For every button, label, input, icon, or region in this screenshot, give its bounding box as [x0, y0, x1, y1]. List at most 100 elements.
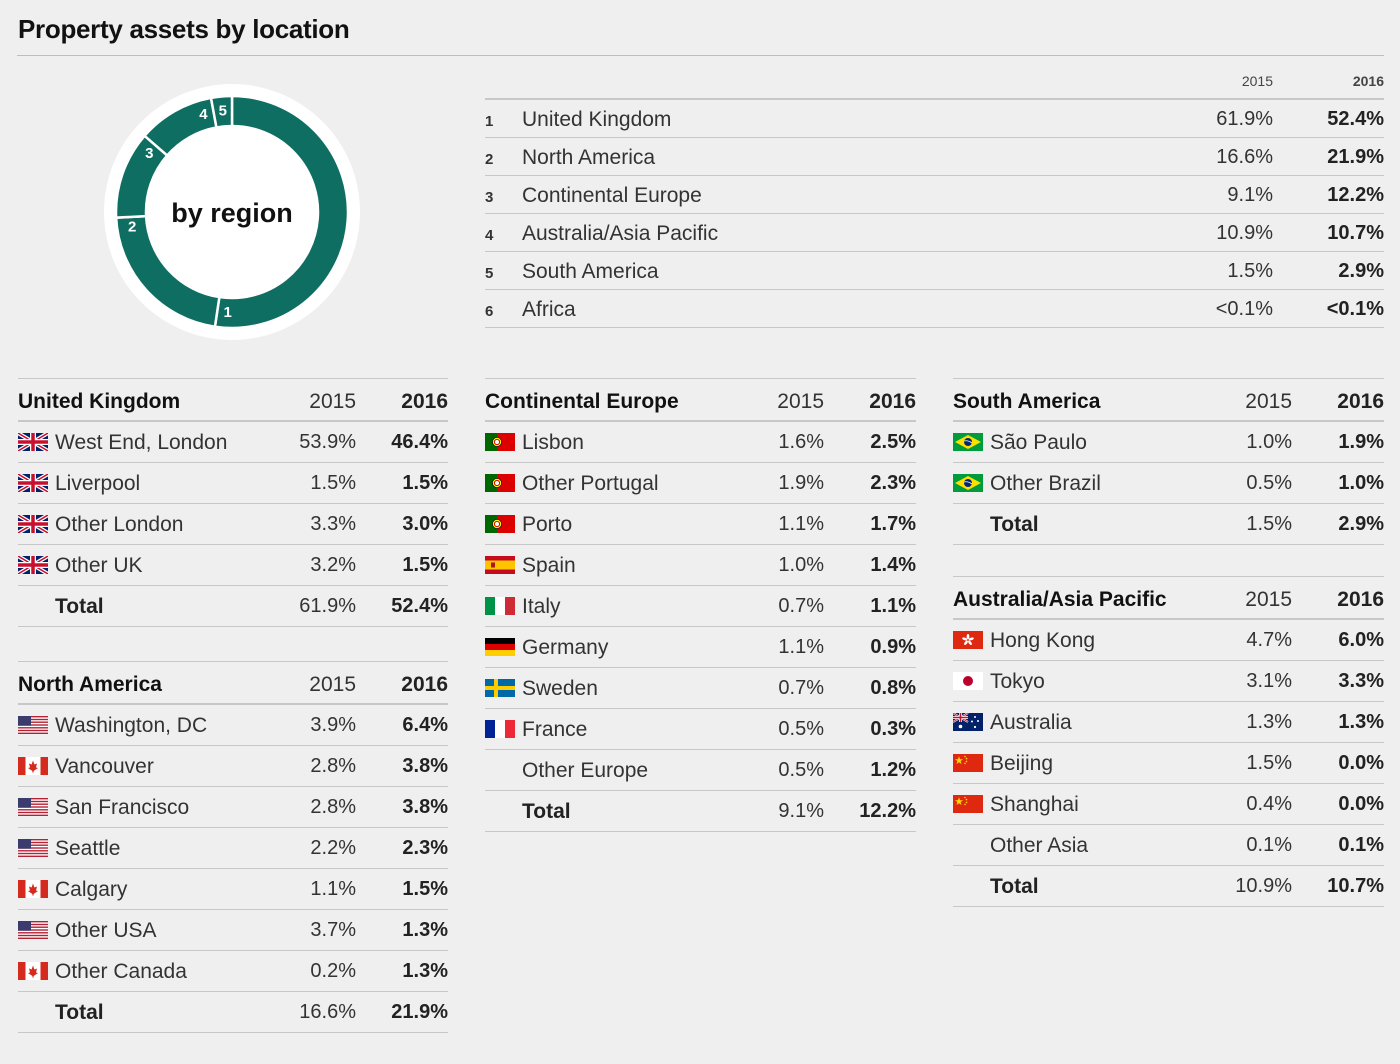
table-header: United Kingdom 2015 2016 [18, 378, 448, 422]
donut-slice-5 [209, 94, 234, 129]
donut-slice-label: 2 [128, 218, 136, 235]
location-name: Total [522, 800, 571, 823]
value-2016: 21.9% [391, 1001, 448, 1023]
region-row: 1 United Kingdom 61.9% 52.4% [485, 100, 1384, 138]
flag-se-icon [485, 679, 515, 697]
value-2015: 1.3% [1246, 711, 1292, 733]
location-name: Other London [55, 513, 184, 536]
table-row: Australia 1.3% 1.3% [953, 702, 1384, 743]
value-2016: 0.3% [870, 718, 916, 740]
value-2016: 10.7% [1327, 875, 1384, 897]
region-heading: North America [18, 673, 162, 696]
location-name: Other Europe [522, 759, 649, 782]
total-row: Total 16.6% 21.9% [18, 992, 448, 1033]
value-2015: 9.1% [778, 800, 824, 822]
location-name: Liverpool [55, 472, 141, 495]
value-2016: 3.0% [402, 513, 448, 535]
table-row: Shanghai 0.4% 0.0% [953, 784, 1384, 825]
table-row: Tokyo 3.1% 3.3% [953, 661, 1384, 702]
value-2016: 10.7% [1327, 222, 1384, 244]
location-name: Total [990, 513, 1039, 536]
value-2016: 12.2% [1327, 184, 1384, 206]
region-name: United Kingdom [522, 108, 672, 131]
header-2016: 2016 [869, 390, 916, 413]
table-row: Porto 1.1% 1.7% [485, 504, 916, 545]
table-row: Other Europe 0.5% 1.2% [485, 750, 916, 791]
value-2015: 16.6% [299, 1001, 356, 1023]
header-2015: 2015 [309, 390, 356, 413]
value-2015: 3.9% [310, 714, 356, 736]
total-row: Total 9.1% 12.2% [485, 791, 916, 832]
location-name: Other Asia [990, 834, 1089, 857]
total-row: Total 10.9% 10.7% [953, 866, 1384, 907]
value-2016: <0.1% [1326, 298, 1384, 320]
value-2015: 0.7% [778, 677, 824, 699]
location-name: Calgary [55, 878, 128, 901]
table-header: Australia/Asia Pacific 2015 2016 [953, 576, 1384, 620]
region-heading: United Kingdom [18, 390, 181, 413]
flag-de-icon [485, 638, 515, 656]
table-row: Hong Kong 4.7% 6.0% [953, 620, 1384, 661]
table-row: Other London 3.3% 3.0% [18, 504, 448, 545]
flag-cn-icon [953, 795, 983, 813]
region-heading: South America [953, 390, 1101, 413]
table-row: Sweden 0.7% 0.8% [485, 668, 916, 709]
table-row: West End, London 53.9% 46.4% [18, 422, 448, 463]
region-name: Africa [522, 298, 576, 321]
value-2015: 1.1% [778, 636, 824, 658]
value-2015: <0.1% [1215, 298, 1273, 320]
flag-br-icon [953, 474, 983, 492]
value-2016: 1.5% [402, 878, 448, 900]
total-row: Total 1.5% 2.9% [953, 504, 1384, 545]
value-2015: 16.6% [1216, 146, 1273, 168]
header-2016: 2016 [401, 673, 448, 696]
location-name: France [522, 718, 588, 741]
table-row: Other USA 3.7% 1.3% [18, 910, 448, 951]
region-row: 2 North America 16.6% 21.9% [485, 138, 1384, 176]
region-number: 4 [485, 227, 494, 244]
value-2016: 2.5% [870, 431, 916, 453]
donut-slice-1 [213, 94, 350, 330]
flag-au-icon [953, 713, 983, 731]
continental-europe-table: Continental Europe 2015 2016 Lisbon 1.6% 2.5%… [485, 378, 916, 832]
location-name: Total [55, 595, 104, 618]
value-2015: 3.3% [310, 513, 356, 535]
value-2015: 1.6% [778, 431, 824, 453]
value-2015: 0.4% [1246, 793, 1292, 815]
table-row: Germany 1.1% 0.9% [485, 627, 916, 668]
donut-center-label: by region [171, 198, 293, 228]
flag-ca-icon [18, 757, 48, 775]
region-name: South America [522, 260, 659, 283]
value-2016: 1.3% [1338, 711, 1384, 733]
location-name: Vancouver [55, 755, 154, 778]
value-2015: 1.0% [1246, 431, 1292, 453]
value-2016: 46.4% [391, 431, 448, 453]
value-2016: 12.2% [859, 800, 916, 822]
header-2015: 2015 [1241, 73, 1273, 89]
value-2016: 1.4% [870, 554, 916, 576]
flag-uk-icon [18, 433, 48, 451]
header-2016: 2016 [401, 390, 448, 413]
flag-ca-icon [18, 880, 48, 898]
region-number: 6 [485, 303, 494, 320]
table-header: North America 2015 2016 [18, 661, 448, 705]
table-row: Other Canada 0.2% 1.3% [18, 951, 448, 992]
value-2015: 1.5% [1246, 513, 1292, 535]
region-row: 5 South America 1.5% 2.9% [485, 252, 1384, 290]
value-2015: 0.5% [778, 718, 824, 740]
north-america-table: North America 2015 2016 Washington, DC 3.9% 6… [18, 661, 448, 1033]
value-2016: 21.9% [1327, 146, 1384, 168]
location-name: Other USA [55, 919, 157, 942]
location-name: Spain [522, 554, 576, 577]
value-2015: 53.9% [299, 431, 356, 453]
table-row: São Paulo 1.0% 1.9% [953, 422, 1384, 463]
value-2015: 0.1% [1246, 834, 1292, 856]
region-heading: Australia/Asia Pacific [953, 588, 1167, 611]
value-2016: 3.3% [1338, 670, 1384, 692]
value-2016: 0.0% [1338, 752, 1384, 774]
location-name: Porto [522, 513, 573, 536]
page-title: Property assets by location [18, 14, 350, 44]
value-2015: 1.5% [310, 472, 356, 494]
location-name: Tokyo [990, 670, 1045, 693]
value-2016: 2.9% [1338, 513, 1384, 535]
